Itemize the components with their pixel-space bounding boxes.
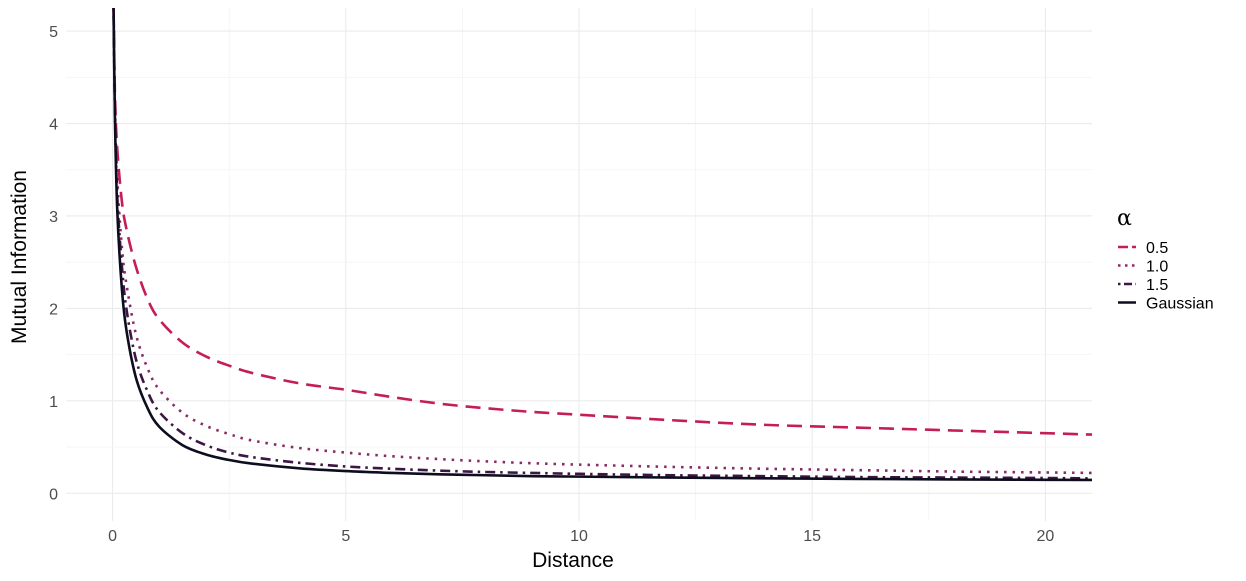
legend: α 0.5 1.01.5 Gaussian: [1117, 206, 1214, 313]
y-tick-label: 2: [49, 301, 58, 318]
y-tick-label: 5: [49, 24, 58, 41]
x-axis-title: Distance: [532, 549, 614, 572]
series-lines: [112, 7, 1092, 482]
x-axis-ticks: 0 5 10 15 20: [108, 528, 1054, 545]
legend-title: α: [1117, 206, 1132, 231]
x-tick-label: 0: [108, 528, 117, 545]
x-tick-label: 5: [341, 528, 350, 545]
series-line-gaussian: [112, 7, 1092, 482]
y-tick-label: 1: [49, 394, 58, 411]
x-tick-label: 10: [570, 528, 588, 545]
series-line-0-5: [112, 7, 1092, 436]
legend-label: 1.5: [1146, 277, 1168, 294]
x-tick-label: 20: [1036, 528, 1054, 545]
x-tick-label: 15: [803, 528, 821, 545]
legend-label: 1.0: [1146, 259, 1168, 276]
y-tick-label: 0: [49, 486, 58, 503]
legend-label: 0.5: [1146, 240, 1168, 257]
series-line-1-0: [112, 7, 1092, 475]
series-line-1-5: [112, 7, 1092, 480]
y-axis-title: Mutual Information: [8, 170, 31, 344]
y-tick-label: 3: [49, 209, 58, 226]
legend-label: Gaussian: [1146, 296, 1214, 313]
y-tick-label: 4: [49, 117, 58, 134]
grid: [66, 8, 1092, 521]
y-axis-ticks: 0 1 2 3 4 5: [49, 24, 58, 503]
